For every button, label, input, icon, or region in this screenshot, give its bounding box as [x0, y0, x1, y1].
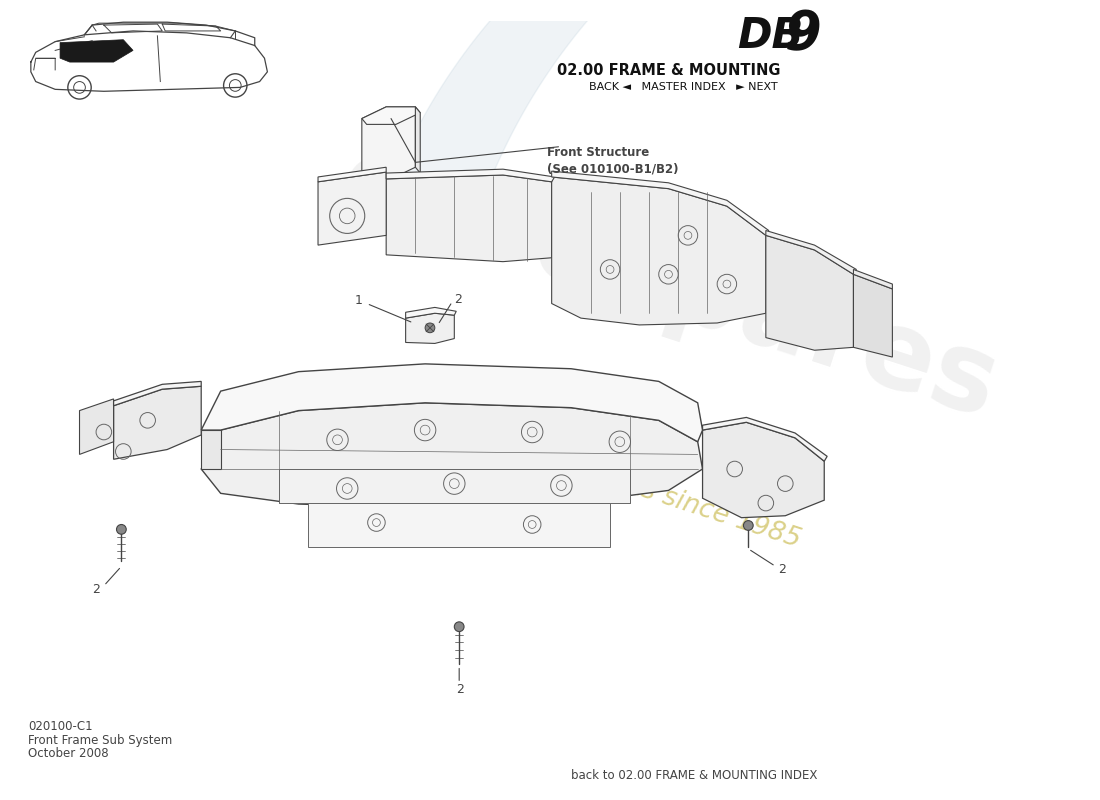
Text: Front Structure
(See 010100-B1/B2): Front Structure (See 010100-B1/B2): [547, 146, 679, 176]
Text: 020100-C1: 020100-C1: [28, 720, 92, 733]
Polygon shape: [113, 386, 201, 459]
Text: a passion for parts since 1985: a passion for parts since 1985: [417, 405, 803, 553]
Circle shape: [454, 622, 464, 631]
Text: October 2008: October 2008: [28, 747, 109, 760]
Text: back to 02.00 FRAME & MOUNTING INDEX: back to 02.00 FRAME & MOUNTING INDEX: [571, 769, 817, 782]
Polygon shape: [854, 274, 892, 357]
Polygon shape: [318, 167, 386, 182]
Text: 2: 2: [92, 583, 100, 596]
Polygon shape: [386, 175, 552, 262]
Polygon shape: [406, 314, 454, 343]
Polygon shape: [854, 270, 892, 289]
Text: 1: 1: [355, 294, 363, 307]
Text: DB: DB: [737, 15, 803, 58]
Text: BACK ◄   MASTER INDEX   ► NEXT: BACK ◄ MASTER INDEX ► NEXT: [588, 82, 778, 92]
Polygon shape: [766, 230, 857, 274]
Polygon shape: [552, 171, 769, 235]
Polygon shape: [362, 107, 420, 124]
Polygon shape: [703, 418, 827, 462]
Text: 2: 2: [456, 683, 464, 697]
Polygon shape: [362, 107, 416, 179]
Polygon shape: [703, 422, 824, 518]
Polygon shape: [201, 403, 703, 508]
Polygon shape: [406, 307, 456, 318]
Polygon shape: [308, 503, 610, 547]
Polygon shape: [113, 382, 201, 406]
Text: Front Frame Sub System: Front Frame Sub System: [28, 734, 173, 746]
Text: 9: 9: [785, 8, 822, 60]
Circle shape: [425, 323, 435, 333]
Polygon shape: [279, 469, 629, 503]
Text: eurospares: eurospares: [327, 128, 1011, 440]
Polygon shape: [552, 177, 766, 325]
Polygon shape: [60, 40, 133, 62]
Polygon shape: [766, 235, 854, 350]
Circle shape: [117, 525, 126, 534]
Text: 2: 2: [779, 562, 786, 576]
Text: 02.00 FRAME & MOUNTING: 02.00 FRAME & MOUNTING: [557, 62, 780, 78]
Polygon shape: [416, 107, 420, 173]
Circle shape: [744, 521, 754, 530]
Polygon shape: [386, 169, 554, 182]
Text: 2: 2: [454, 293, 462, 306]
Polygon shape: [79, 399, 113, 454]
Polygon shape: [201, 430, 221, 469]
Polygon shape: [201, 364, 703, 442]
Polygon shape: [318, 172, 386, 245]
